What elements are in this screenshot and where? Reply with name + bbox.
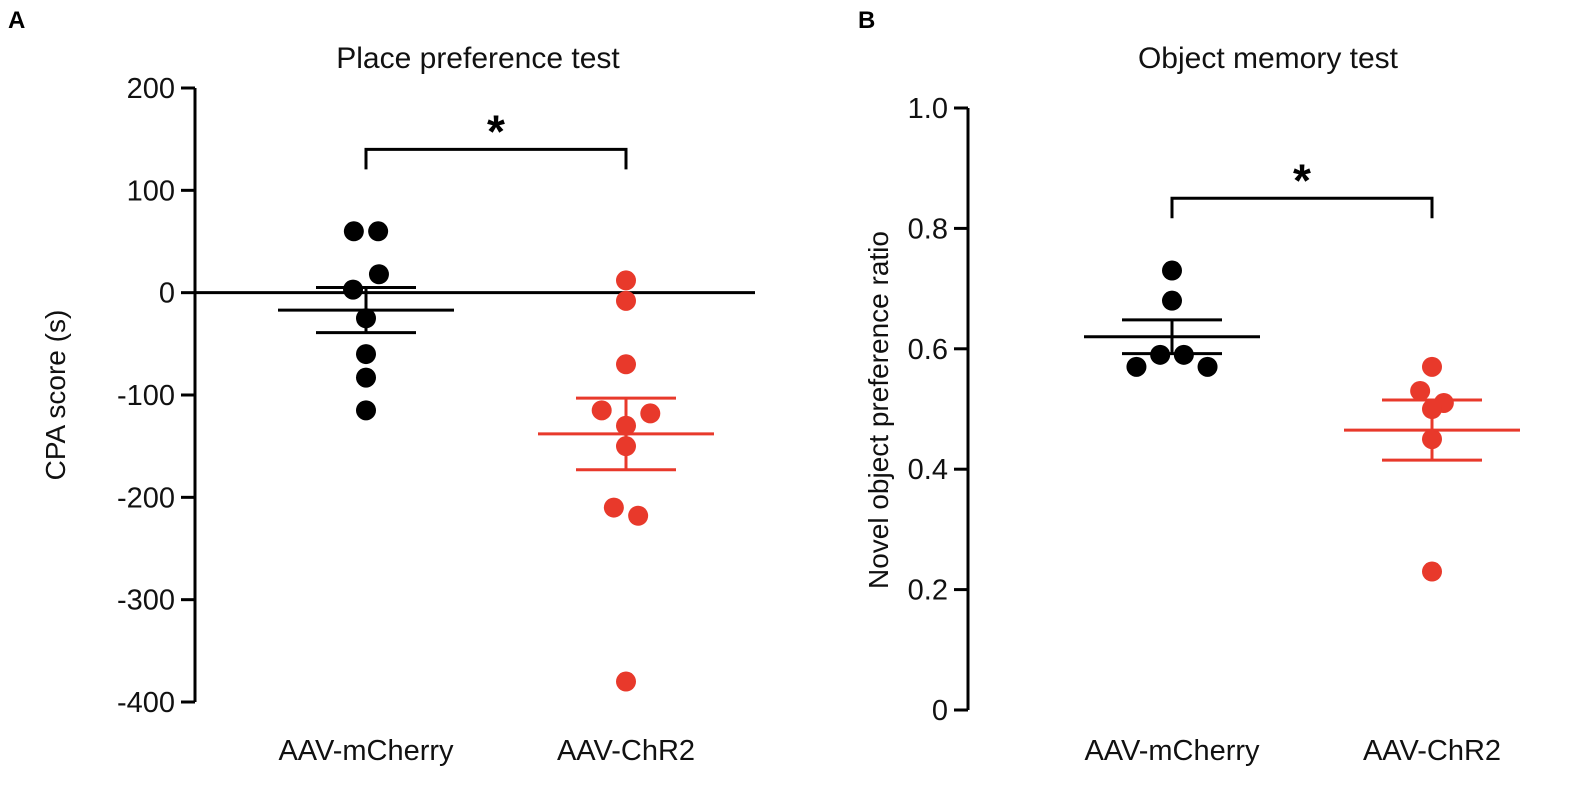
panel-label: B — [858, 7, 875, 34]
significance-bracket — [1170, 196, 1434, 219]
x-category-label: AAV-mCherry — [278, 735, 454, 767]
chart-title: Place preference test — [336, 42, 620, 75]
y-axis-label: Novel object preference ratio — [863, 231, 894, 589]
data-point — [591, 400, 612, 421]
data-point — [343, 279, 364, 300]
panel-b-object-memory: B Object memory test 1.0 0.8 0.6 0.4 0.2 0 Novel… — [858, 7, 1520, 767]
data-point — [368, 264, 389, 285]
data-point — [1162, 260, 1182, 281]
significance-star: * — [487, 105, 505, 157]
y-axis-label: CPA score (s) — [40, 310, 71, 481]
panel-label: A — [8, 7, 25, 34]
series-aav-chr2 — [1344, 356, 1520, 582]
data-point — [368, 221, 389, 242]
series-aav-mcherry — [1084, 260, 1260, 377]
y-tick-label: 0.8 — [908, 213, 948, 245]
data-point — [1197, 356, 1218, 377]
y-tick-label: 0 — [932, 695, 948, 727]
chart-title: Object memory test — [1138, 42, 1399, 75]
series-aav-mcherry — [278, 221, 454, 421]
y-tick-label: -100 — [117, 380, 175, 412]
x-category-label: AAV-ChR2 — [557, 735, 695, 767]
data-point — [356, 400, 376, 421]
significance-bracket — [364, 147, 628, 170]
y-tick-label: 0 — [159, 278, 175, 310]
panel-a-place-preference: A Place preference test 200 100 0 -100 -200 -30… — [8, 7, 755, 767]
data-point — [356, 367, 376, 388]
data-point — [1126, 356, 1147, 377]
y-tick-label: -300 — [117, 585, 175, 617]
x-category-label: AAV-mCherry — [1084, 735, 1260, 767]
data-point — [1162, 290, 1182, 311]
data-point — [628, 505, 649, 526]
data-point — [640, 403, 661, 424]
data-point — [1422, 356, 1442, 377]
data-point — [356, 344, 376, 365]
data-point — [616, 270, 636, 291]
data-point — [616, 354, 636, 375]
significance-star: * — [1293, 154, 1311, 206]
data-point — [616, 671, 636, 692]
y-tick-label: 1.0 — [908, 93, 948, 125]
data-point — [343, 221, 364, 242]
y-tick-label: 200 — [127, 73, 175, 105]
data-point — [1422, 561, 1442, 582]
y-tick-label: 0.6 — [908, 334, 948, 366]
data-point — [616, 290, 636, 311]
y-tick-label: 0.2 — [908, 575, 948, 607]
y-tick-label: 100 — [127, 175, 175, 207]
y-tick-label: -200 — [117, 482, 175, 514]
series-aav-chr2 — [538, 270, 714, 692]
data-point — [603, 497, 624, 518]
y-tick-label: -400 — [117, 687, 175, 719]
x-category-label: AAV-ChR2 — [1363, 735, 1501, 767]
y-tick-label: 0.4 — [908, 454, 948, 486]
data-point — [1410, 380, 1431, 401]
